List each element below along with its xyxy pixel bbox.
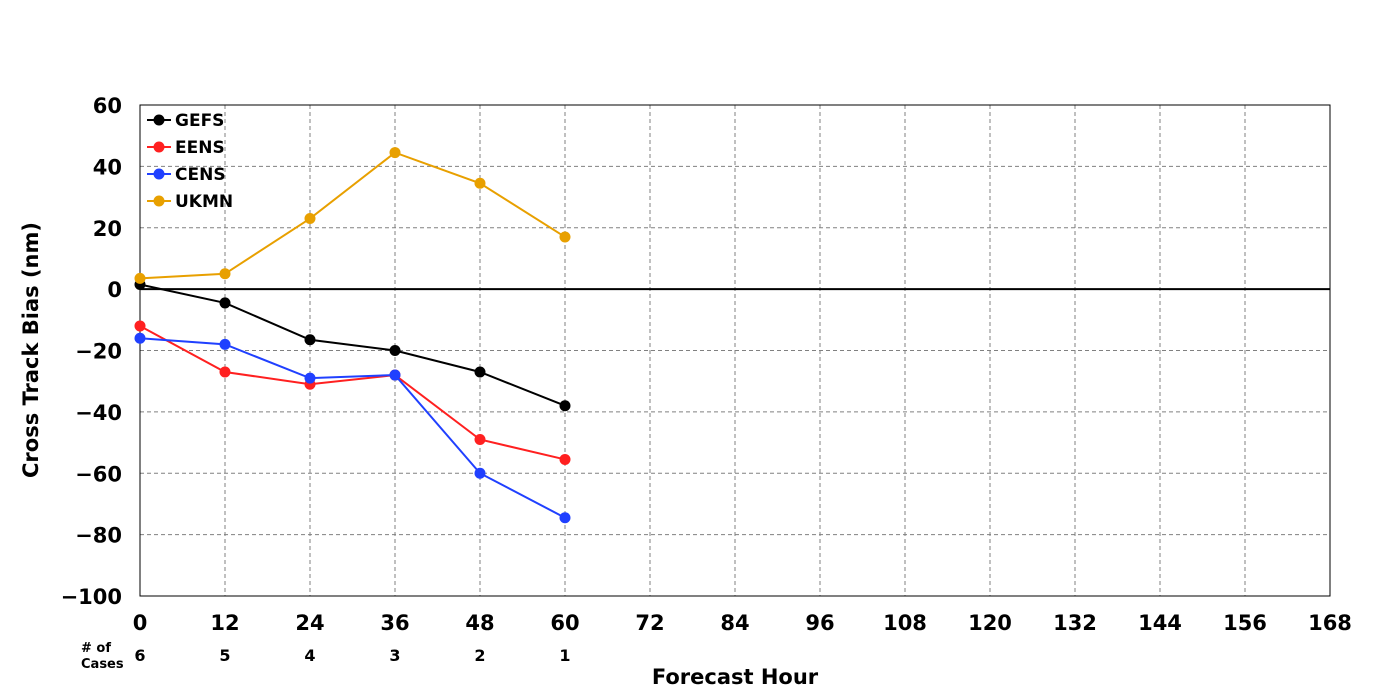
data-point-gefs [219,297,231,309]
x-tick-label: 48 [465,611,494,635]
y-axis-label: Cross Track Bias (nm) [19,222,43,478]
data-point-gefs [389,345,401,356]
x-tick-label: 168 [1308,611,1352,635]
case-count: 4 [304,646,315,665]
data-point-gefs [559,400,571,412]
data-point-eens [559,453,571,465]
x-tick-label: 144 [1138,611,1182,635]
legend-marker [153,195,165,207]
y-tick-label: 20 [93,217,122,241]
x-tick-label: 36 [380,611,409,635]
case-count: 6 [134,646,145,665]
y-tick-label: 0 [107,278,122,302]
data-point-cens [559,512,571,524]
series-line-gefs [139,283,566,407]
x-tick-label: 96 [805,611,834,635]
data-point-ukmn [134,272,146,284]
data-point-ukmn [304,213,316,225]
case-count: 3 [389,646,400,665]
cases-title-line2: Cases [81,657,124,672]
x-tick-label: 12 [210,611,239,635]
series-layer [134,147,571,524]
x-tick-label: 84 [720,611,749,635]
plot-area-frame [139,104,1331,597]
legend-marker [153,168,165,180]
x-tick-label: 72 [635,611,664,635]
data-point-cens [389,369,401,381]
y-axis-ticks: −100 −80 −60 −40 −20 0 20 40 60 [61,94,122,609]
data-point-ukmn [559,231,571,243]
case-count: 1 [559,646,570,665]
legend-label: CENS [175,165,226,185]
legend-entry-cens: CENS [147,165,226,185]
legend-entry-ukmn: UKMN [147,192,233,212]
x-tick-label: 108 [883,611,927,635]
x-tick-label: 156 [1223,611,1267,635]
series-ukmn [134,147,571,284]
x-axis-ticks: 0 12 24 36 48 60 72 84 96 108 120 132 144 156 168 [133,611,1352,635]
y-tick-label: −60 [75,462,122,486]
data-point-ukmn [219,268,231,280]
y-tick-label: 40 [93,155,122,179]
data-point-cens [134,332,146,344]
legend-entry-eens: EENS [147,138,225,158]
x-tick-label: 60 [550,611,579,635]
data-point-cens [474,467,486,479]
grid-lines [140,105,1330,596]
y-tick-label: −100 [61,585,122,609]
legend-marker [153,141,165,153]
series-line-eens [139,325,566,461]
data-point-gefs [474,366,486,378]
data-point-cens [219,338,231,350]
series-cens [134,332,571,524]
data-point-eens [134,320,146,332]
legend-marker [153,114,165,126]
legend-label: EENS [175,138,225,158]
x-axis-label: Forecast Hour [652,665,819,689]
data-point-cens [304,372,316,384]
legend-entry-gefs: GEFS [147,111,224,131]
y-tick-label: −80 [75,524,122,548]
cases-row: # of Cases 6 5 4 3 2 1 [81,641,571,672]
case-count: 5 [219,646,230,665]
legend-label: UKMN [175,192,233,212]
series-line-ukmn [139,151,566,280]
x-tick-label: 120 [968,611,1012,635]
y-tick-label: 60 [93,94,122,118]
x-tick-label: 0 [133,611,148,635]
series-line-cens [139,337,566,519]
case-count: 2 [474,646,485,665]
y-tick-label: −20 [75,340,122,364]
legend-label: GEFS [175,111,224,131]
x-tick-label: 132 [1053,611,1097,635]
y-tick-label: −40 [75,401,122,425]
legend: GEFS EENS CENS UKMN [147,111,233,212]
data-point-eens [219,366,231,378]
data-point-gefs [304,334,316,346]
x-tick-label: 24 [295,611,324,635]
data-point-ukmn [389,147,401,159]
cases-title-line1: # of [81,641,111,656]
data-point-eens [474,433,486,445]
data-point-ukmn [474,177,486,189]
series-gefs [134,279,571,412]
